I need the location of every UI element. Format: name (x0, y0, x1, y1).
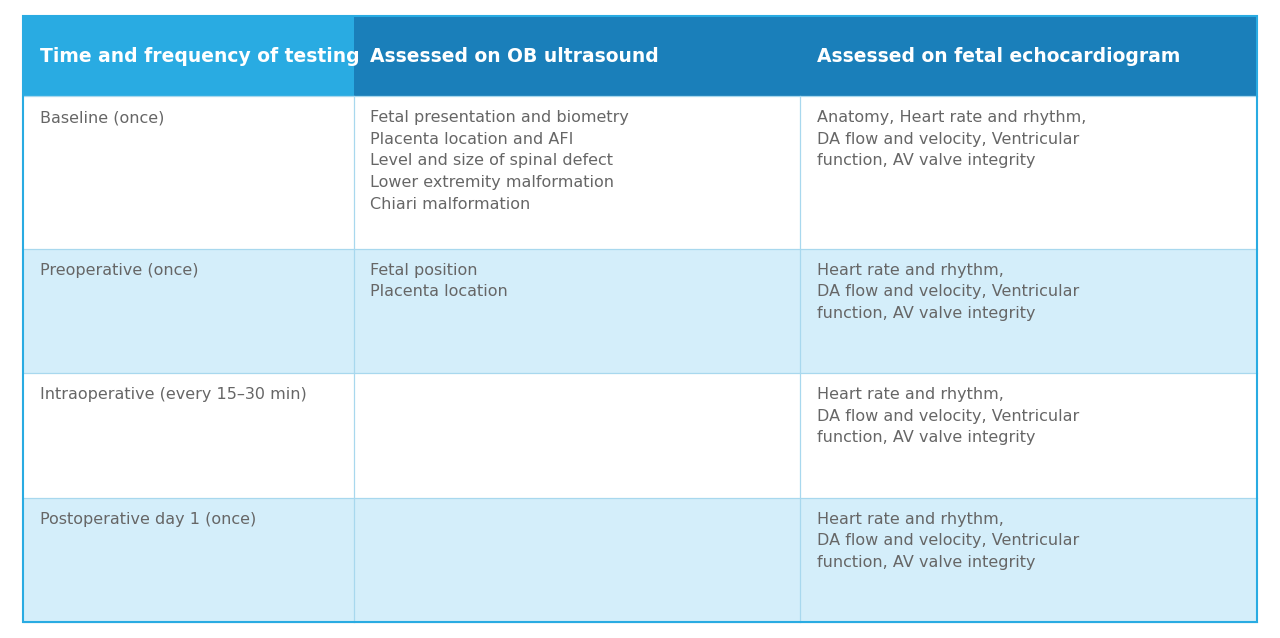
Bar (23, 249, 1257, 373)
Text: Fetal position
Placenta location: Fetal position Placenta location (370, 263, 508, 299)
Text: Intraoperative (every 15–30 min): Intraoperative (every 15–30 min) (40, 387, 306, 402)
Bar (353, 16, 1257, 96)
Text: Fetal presentation and biometry
Placenta location and AFI
Level and size of spin: Fetal presentation and biometry Placenta… (370, 110, 630, 212)
Text: Postoperative day 1 (once): Postoperative day 1 (once) (40, 512, 256, 526)
Text: Heart rate and rhythm,
DA flow and velocity, Ventricular
function, AV valve inte: Heart rate and rhythm, DA flow and veloc… (817, 512, 1079, 570)
Bar (23, 16, 353, 96)
Text: Preoperative (once): Preoperative (once) (40, 263, 198, 278)
Text: Time and frequency of testing: Time and frequency of testing (40, 47, 360, 66)
Bar (23, 373, 1257, 498)
Bar (23, 498, 1257, 622)
Text: Assessed on OB ultrasound: Assessed on OB ultrasound (370, 47, 659, 66)
Text: Baseline (once): Baseline (once) (40, 110, 164, 125)
Text: Anatomy, Heart rate and rhythm,
DA flow and velocity, Ventricular
function, AV v: Anatomy, Heart rate and rhythm, DA flow … (817, 110, 1087, 168)
Text: Assessed on fetal echocardiogram: Assessed on fetal echocardiogram (817, 47, 1180, 66)
Text: Heart rate and rhythm,
DA flow and velocity, Ventricular
function, AV valve inte: Heart rate and rhythm, DA flow and veloc… (817, 263, 1079, 321)
Text: Heart rate and rhythm,
DA flow and velocity, Ventricular
function, AV valve inte: Heart rate and rhythm, DA flow and veloc… (817, 387, 1079, 445)
Bar (23, 96, 1257, 249)
